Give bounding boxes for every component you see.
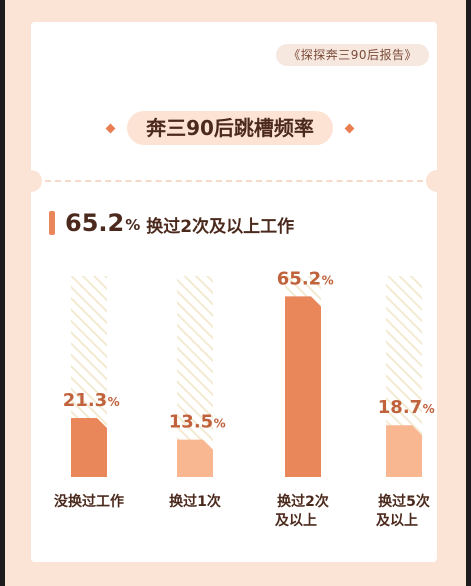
bar [177, 439, 213, 477]
headline-text: 换过2次及以上工作 [146, 216, 295, 237]
infographic-card: 《探探奔三90后报告》 奔三90后跳槽频率 65.2 % 换过2次及以上工作 2… [20, 22, 448, 562]
page-background: 《探探奔三90后报告》 奔三90后跳槽频率 65.2 % 换过2次及以上工作 2… [5, 0, 466, 586]
bar-value-label: 21.3 [63, 390, 107, 411]
card-notch-left [20, 170, 42, 192]
source-tag: 《探探奔三90后报告》 [276, 44, 429, 66]
card-notch-right [426, 170, 448, 192]
bar [285, 296, 321, 477]
bar-value-unit: % [108, 395, 120, 409]
divider [45, 180, 423, 182]
bar-value-unit: % [214, 417, 226, 431]
bar-value-label: 18.7 [378, 397, 422, 418]
category-label: 没换过工作 [54, 493, 124, 510]
title-block: 奔三90后跳槽频率 [105, 111, 355, 145]
bar [386, 425, 422, 477]
category-label: 及以上 [275, 513, 317, 529]
page-title: 奔三90后跳槽频率 [146, 116, 314, 140]
category-label: 及以上 [376, 513, 418, 529]
bar-value-label: 13.5 [169, 412, 213, 433]
category-label: 换过1次 [169, 493, 221, 510]
headline-unit: % [125, 216, 141, 234]
bar-value-unit: % [322, 273, 334, 287]
bar [71, 417, 107, 477]
bar-value-label: 65.2 [277, 268, 321, 289]
category-label: 换过5次 [378, 493, 430, 510]
title-pill [127, 111, 333, 145]
category-label: 换过2次 [277, 493, 329, 510]
headline-marker [49, 211, 55, 235]
bar-chart: 21.3 % 没换过工作 13.5 % 换过1次 65.2 % 换过2次及以上 18.7 % 换过5次… [54, 268, 435, 529]
headline-value: 65.2 [65, 209, 125, 237]
bar-value-unit: % [423, 402, 435, 416]
headline: 65.2 % 换过2次及以上工作 [49, 208, 294, 238]
